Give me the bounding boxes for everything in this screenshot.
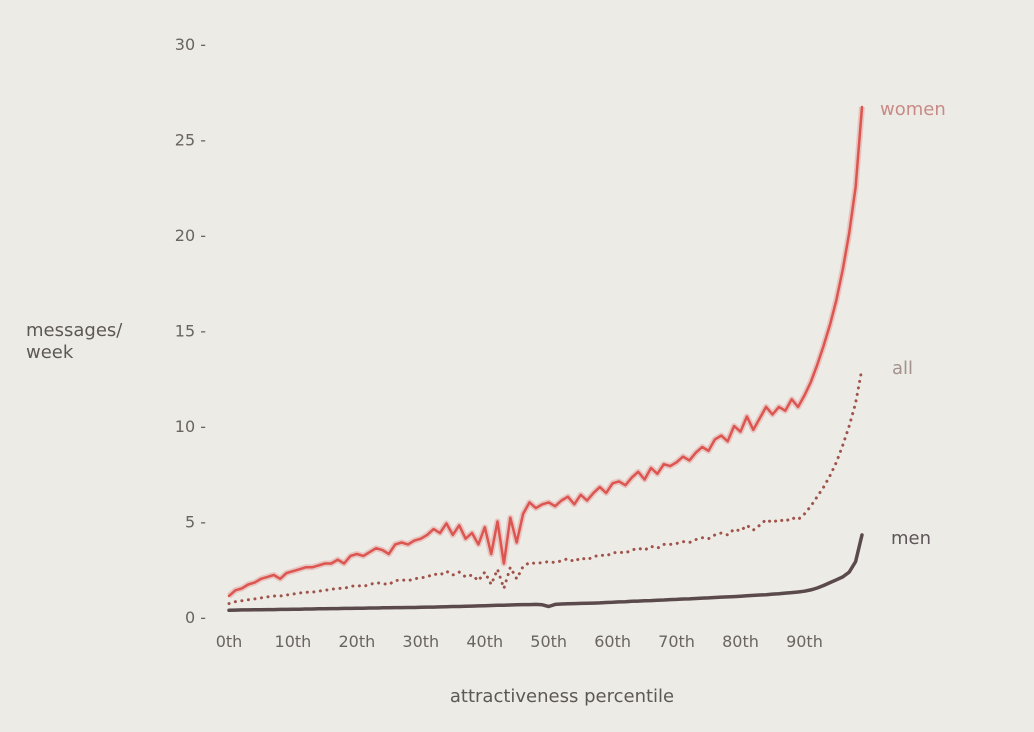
x-tick-label: 40th bbox=[466, 632, 503, 651]
y-tick-label: 25 - bbox=[175, 131, 206, 150]
y-axis-title: messages/ week bbox=[26, 320, 123, 363]
series-line-women bbox=[227, 105, 864, 598]
y-axis-ticks: 0 - 5 - 10 - 15 - 20 - 25 - 30 - bbox=[175, 35, 206, 627]
x-tick-label: 20th bbox=[338, 632, 375, 651]
x-tick-label: 10th bbox=[275, 632, 312, 651]
series-label-men: men bbox=[891, 528, 931, 549]
y-tick-label: 10 - bbox=[175, 417, 206, 436]
series-label-all: all bbox=[892, 358, 913, 379]
y-tick-label: 15 - bbox=[175, 322, 206, 341]
y-tick-label: 20 - bbox=[175, 226, 206, 245]
x-tick-label: 80th bbox=[722, 632, 759, 651]
x-tick-label: 90th bbox=[786, 632, 823, 651]
x-tick-label: 30th bbox=[402, 632, 439, 651]
series-line-men bbox=[227, 533, 864, 613]
x-tick-label: 60th bbox=[594, 632, 631, 651]
x-axis-ticks: 0th 10th 20th 30th 40th 50th 60th 70th 80th 90th bbox=[216, 632, 823, 651]
y-axis-title-line-1: messages/ bbox=[26, 320, 123, 341]
y-axis-title-line-2: week bbox=[26, 342, 74, 363]
series-line-glow-women bbox=[227, 106, 865, 599]
y-tick-label: 0 - bbox=[185, 608, 206, 627]
x-tick-label: 0th bbox=[216, 632, 243, 651]
x-tick-label: 50th bbox=[530, 632, 567, 651]
series-line-all bbox=[227, 367, 864, 606]
x-tick-label: 70th bbox=[658, 632, 695, 651]
y-tick-label: 30 - bbox=[175, 35, 206, 54]
series-lines bbox=[227, 105, 865, 613]
series-label-women: women bbox=[880, 99, 946, 120]
y-tick-label: 5 - bbox=[185, 513, 206, 532]
series-labels: women all men bbox=[880, 99, 946, 549]
x-axis-title: attractiveness percentile bbox=[450, 686, 674, 707]
